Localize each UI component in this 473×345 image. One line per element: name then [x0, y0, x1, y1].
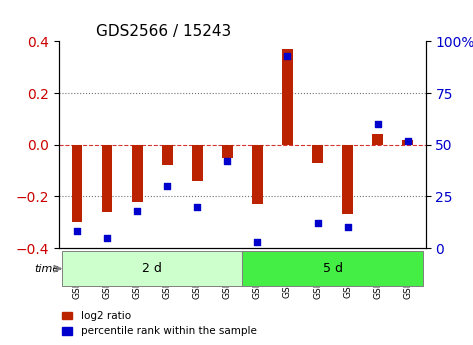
Point: [164, 183, 171, 189]
Point: [133, 208, 141, 214]
Text: time: time: [35, 264, 60, 274]
Text: 5 d: 5 d: [323, 262, 342, 275]
Bar: [192, 145, 202, 181]
Legend: log2 ratio, percentile rank within the sample: log2 ratio, percentile rank within the s…: [62, 311, 256, 336]
Point: [374, 121, 381, 127]
Bar: [132, 145, 142, 201]
Point: [224, 158, 231, 164]
Bar: [312, 145, 323, 163]
Point: [193, 204, 201, 209]
Point: [404, 138, 412, 143]
Bar: [372, 134, 383, 145]
Bar: [162, 145, 173, 165]
Point: [73, 229, 81, 234]
FancyBboxPatch shape: [243, 251, 423, 286]
Point: [344, 225, 351, 230]
Text: 2 d: 2 d: [142, 262, 162, 275]
Point: [284, 53, 291, 59]
Point: [104, 235, 111, 240]
Bar: [403, 139, 413, 145]
Bar: [252, 145, 263, 204]
Point: [314, 220, 321, 226]
Bar: [342, 145, 353, 215]
Bar: [282, 49, 293, 145]
Bar: [72, 145, 82, 222]
Point: [254, 239, 261, 245]
FancyBboxPatch shape: [62, 251, 243, 286]
Bar: [222, 145, 233, 158]
Text: GDS2566 / 15243: GDS2566 / 15243: [96, 24, 231, 39]
Bar: [102, 145, 113, 212]
